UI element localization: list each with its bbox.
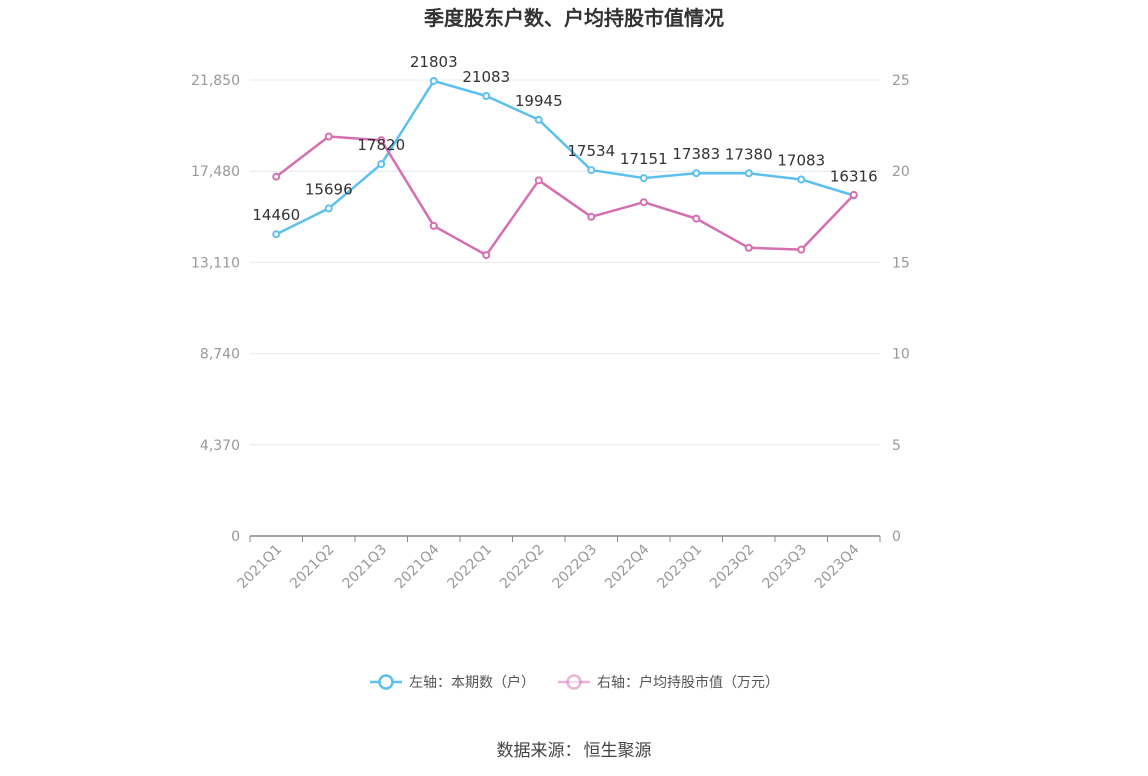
series-lines (272, 76, 858, 260)
point-right-series (482, 251, 491, 260)
point-right-series (797, 245, 806, 254)
x-tick-label: 2023Q1 (654, 542, 705, 593)
x-tick-label: 2023Q2 (707, 542, 758, 593)
chart-title: 季度股东户数、户均持股市值情况 (424, 6, 724, 30)
y-right-tick-label: 20 (892, 164, 910, 180)
x-tick-label: 2023Q4 (812, 541, 863, 592)
point-right-series (587, 212, 596, 221)
legend-label-right: 右轴：户均持股市值（万元） (597, 675, 779, 691)
data-label: 17534 (567, 142, 615, 160)
source-name: 恒生聚源 (583, 741, 652, 761)
y-left-tick-label: 4,370 (200, 438, 240, 454)
x-tick-label: 2022Q3 (549, 542, 600, 593)
point-left-series (482, 92, 491, 101)
point-left-series (639, 174, 648, 183)
data-label: 17151 (620, 150, 668, 168)
legend-item-right-series[interactable]: 右轴：户均持股市值（万元） (557, 672, 779, 692)
data-label: 17383 (672, 145, 720, 163)
point-left-series (377, 160, 386, 169)
point-left-series (429, 76, 438, 85)
x-tick-label: 2021Q2 (287, 542, 338, 593)
data-label: 15696 (305, 180, 353, 198)
y-left-tick-label: 21,850 (191, 73, 240, 89)
point-right-series (639, 198, 648, 207)
data-label: 17820 (357, 136, 405, 154)
source-label: 数据来源： (496, 741, 582, 761)
point-left-series (587, 166, 596, 175)
data-label: 17083 (777, 151, 825, 169)
x-tick-label: 2023Q3 (759, 542, 810, 593)
data-label: 16316 (830, 167, 878, 185)
legend-marker-left (370, 674, 402, 690)
point-right-series (429, 221, 438, 230)
point-left-series (744, 169, 753, 178)
point-left-series (272, 230, 281, 239)
point-right-series (272, 172, 281, 181)
grid-lines (250, 79, 880, 446)
y-left-tick-label: 8,740 (200, 347, 240, 363)
point-right-series (744, 243, 753, 252)
x-tick-label: 2022Q2 (497, 542, 548, 593)
legend: 左轴：本期数（户） 右轴：户均持股市值（万元） (0, 672, 1148, 692)
data-label: 21803 (410, 53, 458, 71)
x-tick-label: 2021Q1 (234, 542, 285, 593)
x-tick-label: 2022Q4 (602, 541, 653, 592)
legend-marker-right (558, 674, 590, 690)
series-line-right (275, 135, 855, 257)
y-right-tick-label: 15 (892, 255, 910, 271)
point-right-series (849, 190, 858, 199)
data-label: 17380 (725, 145, 773, 163)
point-right-series (324, 132, 333, 141)
y-left-tick-label: 17,480 (191, 164, 240, 180)
point-left-series (534, 115, 543, 124)
data-label: 14460 (252, 206, 300, 224)
point-right-series (692, 214, 701, 223)
point-left-series (324, 204, 333, 213)
legend-label-left: 左轴：本期数（户） (409, 675, 535, 691)
x-tick-label: 2021Q4 (392, 541, 443, 592)
y-right-tick-label: 10 (892, 347, 910, 363)
data-label: 19945 (515, 92, 563, 110)
data-label: 21083 (462, 68, 510, 86)
x-tick-label: 2021Q3 (339, 542, 390, 593)
y-left-tick-label: 0 (231, 529, 240, 545)
y-right-tick-label: 0 (892, 529, 901, 545)
y-right-tick-label: 25 (892, 73, 910, 89)
y-right-tick-label: 5 (892, 438, 901, 454)
line-chart: 0 4,370 8,740 13,110 17,480 21,850 0 5 10 15 20 25 2… (191, 53, 910, 593)
data-source: 数据来源： 恒生聚源 (0, 736, 1148, 761)
point-right-series (377, 136, 386, 145)
point-left-series (692, 169, 701, 178)
point-left-series (797, 175, 806, 184)
x-tick-label: 2022Q1 (444, 542, 495, 593)
series-line-left (275, 79, 855, 236)
point-right-series (534, 176, 543, 185)
legend-item-left-series[interactable]: 左轴：本期数（户） (369, 672, 535, 692)
y-left-tick-label: 13,110 (191, 255, 240, 271)
